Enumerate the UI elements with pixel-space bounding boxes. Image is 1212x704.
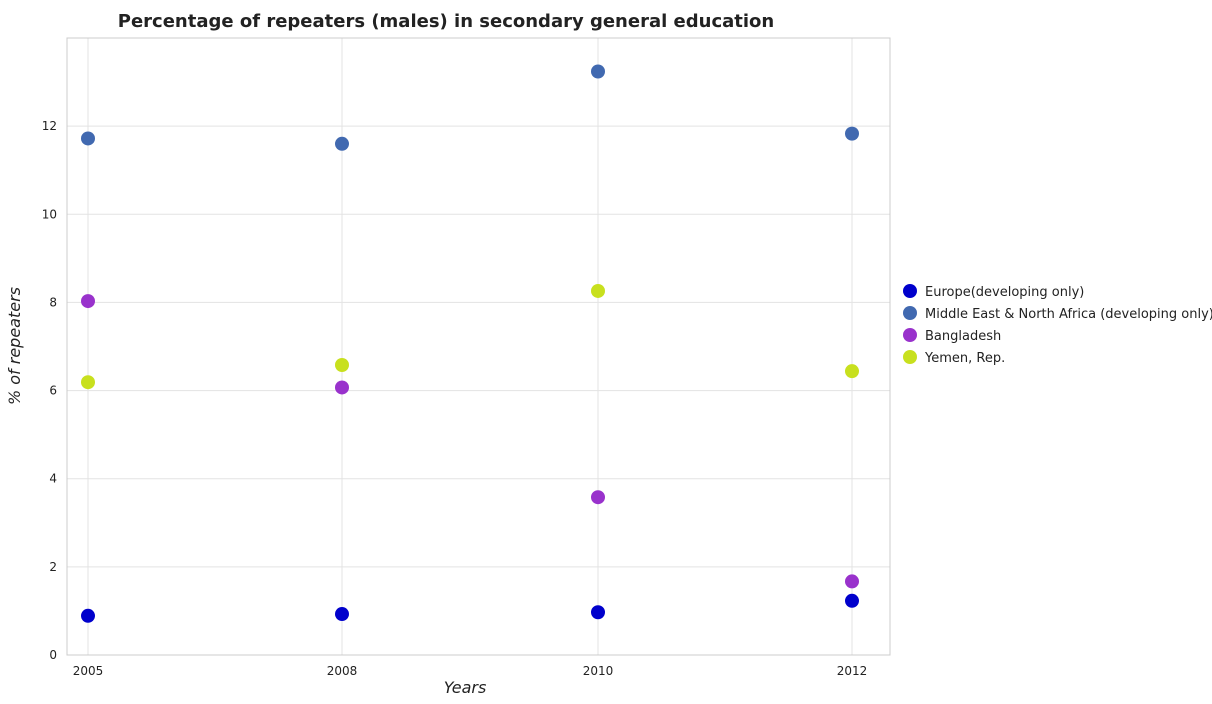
data-point xyxy=(845,593,859,608)
x-axis-label: Years xyxy=(444,678,487,697)
y-tick-label: 12 xyxy=(42,119,57,133)
plot-frame xyxy=(66,37,891,656)
legend-marker xyxy=(903,328,917,342)
data-point xyxy=(845,126,859,141)
y-tick-label: 8 xyxy=(49,295,57,309)
legend-marker xyxy=(903,350,917,364)
legend-marker xyxy=(903,306,917,320)
y-axis-label: % of repeaters xyxy=(5,287,24,405)
x-tick-label: 2010 xyxy=(583,664,614,678)
legend-label: Yemen, Rep. xyxy=(924,351,1005,366)
legend-marker xyxy=(903,284,917,298)
data-point xyxy=(591,490,605,505)
tick-labels: 0 2 4 6 8 10 12 2005 2008 2010 2012 xyxy=(42,119,868,678)
y-tick-label: 6 xyxy=(49,384,57,398)
data-point xyxy=(591,64,605,79)
grid xyxy=(67,38,890,656)
data-points xyxy=(81,64,859,623)
data-point xyxy=(591,283,605,298)
y-tick-label: 10 xyxy=(42,207,57,221)
data-point xyxy=(335,380,349,395)
y-tick-label: 0 xyxy=(49,648,57,662)
x-tick-label: 2012 xyxy=(837,664,868,678)
data-point xyxy=(81,131,95,146)
data-point xyxy=(845,574,859,589)
y-tick-label: 4 xyxy=(49,472,57,486)
data-point xyxy=(335,136,349,151)
chart-title: Percentage of repeaters (males) in secon… xyxy=(118,11,774,32)
legend: Europe(developing only) Middle East & Nor… xyxy=(903,284,1212,366)
legend-label: Middle East & North Africa (developing o… xyxy=(925,307,1212,322)
y-tick-label: 2 xyxy=(49,560,57,574)
x-tick-label: 2008 xyxy=(327,664,358,678)
data-point xyxy=(81,294,95,309)
x-tick-label: 2005 xyxy=(73,664,104,678)
data-point xyxy=(81,608,95,623)
data-point xyxy=(335,607,349,622)
data-point xyxy=(845,364,859,379)
data-point xyxy=(335,358,349,373)
data-point xyxy=(591,605,605,620)
legend-label: Europe(developing only) xyxy=(925,285,1084,300)
legend-label: Bangladesh xyxy=(925,329,1001,344)
data-point xyxy=(81,375,95,390)
